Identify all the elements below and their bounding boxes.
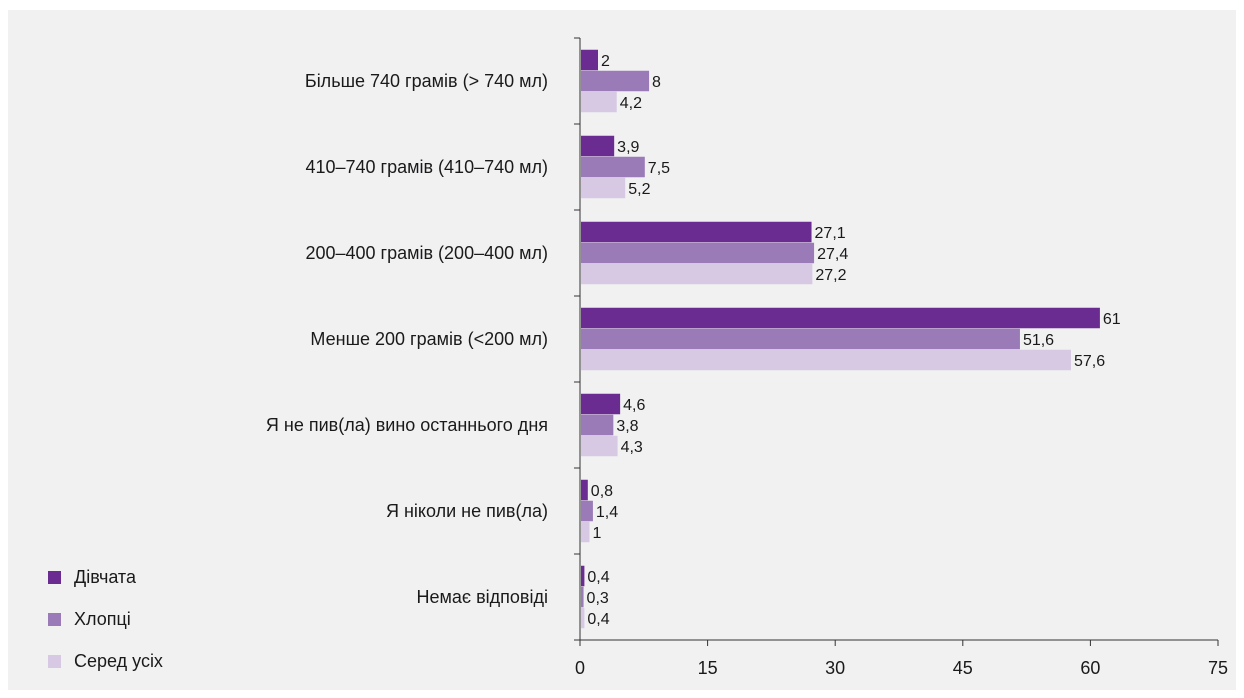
data-label: 0,4 [587, 569, 609, 586]
legend-item-all: Серед усіх [48, 650, 163, 672]
data-label: 7,5 [648, 160, 670, 177]
bar [581, 156, 645, 178]
category-label: Менше 200 грамів (<200 мл) [310, 329, 548, 349]
x-tick-label: 60 [1080, 658, 1100, 678]
bar [581, 91, 617, 113]
legend-swatch-girls [48, 570, 61, 584]
data-label: 1,4 [596, 504, 618, 521]
bar [581, 565, 585, 587]
bar [581, 435, 618, 457]
bar [581, 242, 815, 264]
data-label: 1 [593, 525, 602, 542]
bar [581, 349, 1071, 371]
bar [581, 586, 584, 608]
category-label: 200–400 грамів (200–400 мл) [305, 243, 548, 263]
bar [581, 607, 585, 629]
bar [581, 221, 812, 243]
data-label: 27,1 [815, 225, 846, 242]
data-label: 27,4 [817, 246, 848, 263]
legend-item-girls: Дівчата [48, 566, 163, 588]
bar [581, 521, 590, 543]
bar [581, 49, 599, 71]
category-label: Більше 740 грамів (> 740 мл) [305, 71, 548, 91]
legend-label-girls: Дівчата [74, 566, 136, 587]
data-label: 8 [652, 74, 661, 91]
bar [581, 479, 588, 501]
bar [581, 414, 614, 436]
x-tick-label: 75 [1208, 658, 1228, 678]
legend-swatch-all [48, 654, 61, 668]
bar [581, 263, 813, 285]
category-label: Я ніколи не пив(ла) [386, 501, 548, 521]
data-label: 61 [1103, 311, 1121, 328]
data-label: 0,8 [591, 483, 613, 500]
legend-swatch-boys [48, 612, 61, 626]
data-label: 3,8 [616, 418, 638, 435]
bar [581, 70, 650, 92]
data-label: 4,3 [621, 439, 643, 456]
bar [581, 177, 626, 199]
bar [581, 307, 1100, 329]
data-label: 57,6 [1074, 353, 1105, 370]
category-label: Я не пив(ла) вино останнього дня [266, 415, 548, 435]
x-tick-label: 0 [575, 658, 585, 678]
data-label: 3,9 [617, 139, 639, 156]
category-label: Немає відповіді [417, 587, 548, 607]
bar [581, 328, 1020, 350]
legend: Дівчата Хлопці Серед усіх [48, 566, 163, 692]
data-label: 4,2 [620, 95, 642, 112]
x-tick-label: 30 [825, 658, 845, 678]
bar [581, 500, 593, 522]
legend-label-boys: Хлопці [74, 608, 131, 629]
bar [581, 393, 621, 415]
legend-item-boys: Хлопці [48, 608, 163, 630]
data-label: 5,2 [628, 181, 650, 198]
category-label: 410–740 грамів (410–740 мл) [305, 157, 548, 177]
data-label: 2 [601, 53, 610, 70]
legend-label-all: Серед усіх [74, 650, 163, 671]
data-label: 0,3 [587, 590, 609, 607]
x-tick-label: 45 [953, 658, 973, 678]
data-label: 51,6 [1023, 332, 1054, 349]
data-label: 27,2 [815, 267, 846, 284]
x-tick-label: 15 [698, 658, 718, 678]
data-label: 0,4 [587, 611, 609, 628]
data-label: 4,6 [623, 397, 645, 414]
bar [581, 135, 615, 157]
